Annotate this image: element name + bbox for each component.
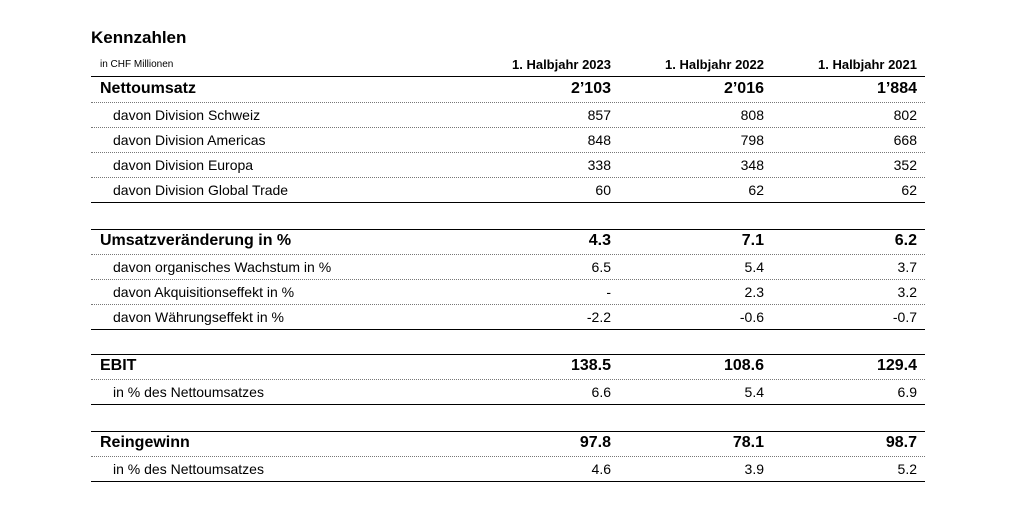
table-row: davon Division Schweiz 857 808 802 — [91, 103, 925, 128]
column-header-2023: 1. Halbjahr 2023 — [512, 57, 611, 72]
row-label: davon Division Europa — [113, 157, 254, 173]
table-row: davon Division Europa 338 348 352 — [91, 153, 925, 178]
unit-label: in CHF Millionen — [100, 59, 174, 70]
row-value: 62 — [901, 182, 917, 198]
table-section: Umsatzveränderung in % 4.3 7.1 6.2 davon org… — [91, 229, 925, 330]
row-value: 6.9 — [897, 384, 917, 400]
table-section: Reingewinn 97.8 78.1 98.7 in % des Nettoumsa… — [91, 431, 925, 482]
row-label: Umsatzveränderung in % — [100, 232, 292, 249]
row-value: 668 — [893, 132, 917, 148]
table-row: davon Division Global Trade 60 62 62 — [91, 178, 925, 203]
row-label: davon Division Global Trade — [113, 182, 289, 198]
table-row: in % des Nettoumsatzes 6.6 5.4 6.9 — [91, 380, 925, 405]
table-row: davon organisches Wachstum in % 6.5 5.4 3.7 — [91, 255, 925, 280]
table-row-main: Reingewinn 97.8 78.1 98.7 — [91, 432, 925, 457]
row-value: 6.6 — [591, 384, 611, 400]
row-value: 97.8 — [579, 434, 611, 451]
row-value: 108.6 — [723, 357, 764, 374]
table-row: davon Währungseffekt in % -2.2 -0.6 -0.7 — [91, 305, 925, 330]
table-section: Nettoumsatz 2’103 2’016 1’884 davon Division… — [91, 78, 925, 203]
row-value: 348 — [740, 157, 764, 173]
row-value: 3.2 — [897, 284, 917, 300]
column-header-2021: 1. Halbjahr 2021 — [818, 57, 917, 72]
row-value: 4.3 — [588, 232, 611, 249]
row-label: davon Währungseffekt in % — [113, 309, 284, 325]
row-value: 138.5 — [570, 357, 611, 374]
table-row: in % des Nettoumsatzes 4.6 3.9 5.2 — [91, 457, 925, 482]
row-value: -2.2 — [586, 309, 611, 325]
row-value: 129.4 — [876, 357, 917, 374]
row-label: Reingewinn — [100, 434, 190, 451]
row-value: 5.2 — [897, 461, 917, 477]
table-row-main: Umsatzveränderung in % 4.3 7.1 6.2 — [91, 230, 925, 255]
row-label: davon Division Americas — [113, 132, 266, 148]
table-row: davon Division Americas 848 798 668 — [91, 128, 925, 153]
row-value: 848 — [587, 132, 611, 148]
table-row-main: Nettoumsatz 2’103 2’016 1’884 — [91, 78, 925, 103]
row-label: davon Akquisitionseffekt in % — [113, 284, 295, 300]
table-section: EBIT 138.5 108.6 129.4 in % des Nettoumsatze… — [91, 354, 925, 405]
row-value: 808 — [740, 107, 764, 123]
row-label: EBIT — [100, 357, 137, 374]
row-label: davon organisches Wachstum in % — [113, 259, 332, 275]
row-value: 338 — [587, 157, 611, 173]
table-row-main: EBIT 138.5 108.6 129.4 — [91, 355, 925, 380]
row-value: 3.7 — [897, 259, 917, 275]
table-row: davon Akquisitionseffekt in % - 2.3 3.2 — [91, 280, 925, 305]
row-value: 60 — [595, 182, 611, 198]
row-label: in % des Nettoumsatzes — [113, 461, 264, 477]
row-value: 802 — [893, 107, 917, 123]
row-value: 5.4 — [744, 259, 764, 275]
row-value: 98.7 — [885, 434, 917, 451]
row-value: 6.5 — [591, 259, 611, 275]
row-value: 4.6 — [591, 461, 611, 477]
row-label: davon Division Schweiz — [113, 107, 261, 123]
row-value: 857 — [587, 107, 611, 123]
row-value: - — [606, 284, 611, 300]
row-value: 1’884 — [876, 80, 917, 97]
row-value: 352 — [893, 157, 917, 173]
column-header-2022: 1. Halbjahr 2022 — [665, 57, 764, 72]
row-value: 3.9 — [744, 461, 764, 477]
row-value: 2.3 — [744, 284, 764, 300]
table-header: in CHF Millionen 1. Halbjahr 2023 1. Hal… — [91, 56, 925, 77]
row-value: 6.2 — [894, 232, 917, 249]
row-value: 62 — [748, 182, 764, 198]
row-value: 2’103 — [570, 80, 611, 97]
row-value: 798 — [740, 132, 764, 148]
row-value: 7.1 — [741, 232, 764, 249]
row-value: 5.4 — [744, 384, 764, 400]
row-label: in % des Nettoumsatzes — [113, 384, 264, 400]
row-value: 2’016 — [723, 80, 764, 97]
row-value: -0.7 — [892, 309, 917, 325]
row-value: 78.1 — [732, 434, 764, 451]
page-title: Kennzahlen — [91, 28, 187, 47]
row-label: Nettoumsatz — [100, 80, 197, 97]
row-value: -0.6 — [739, 309, 764, 325]
